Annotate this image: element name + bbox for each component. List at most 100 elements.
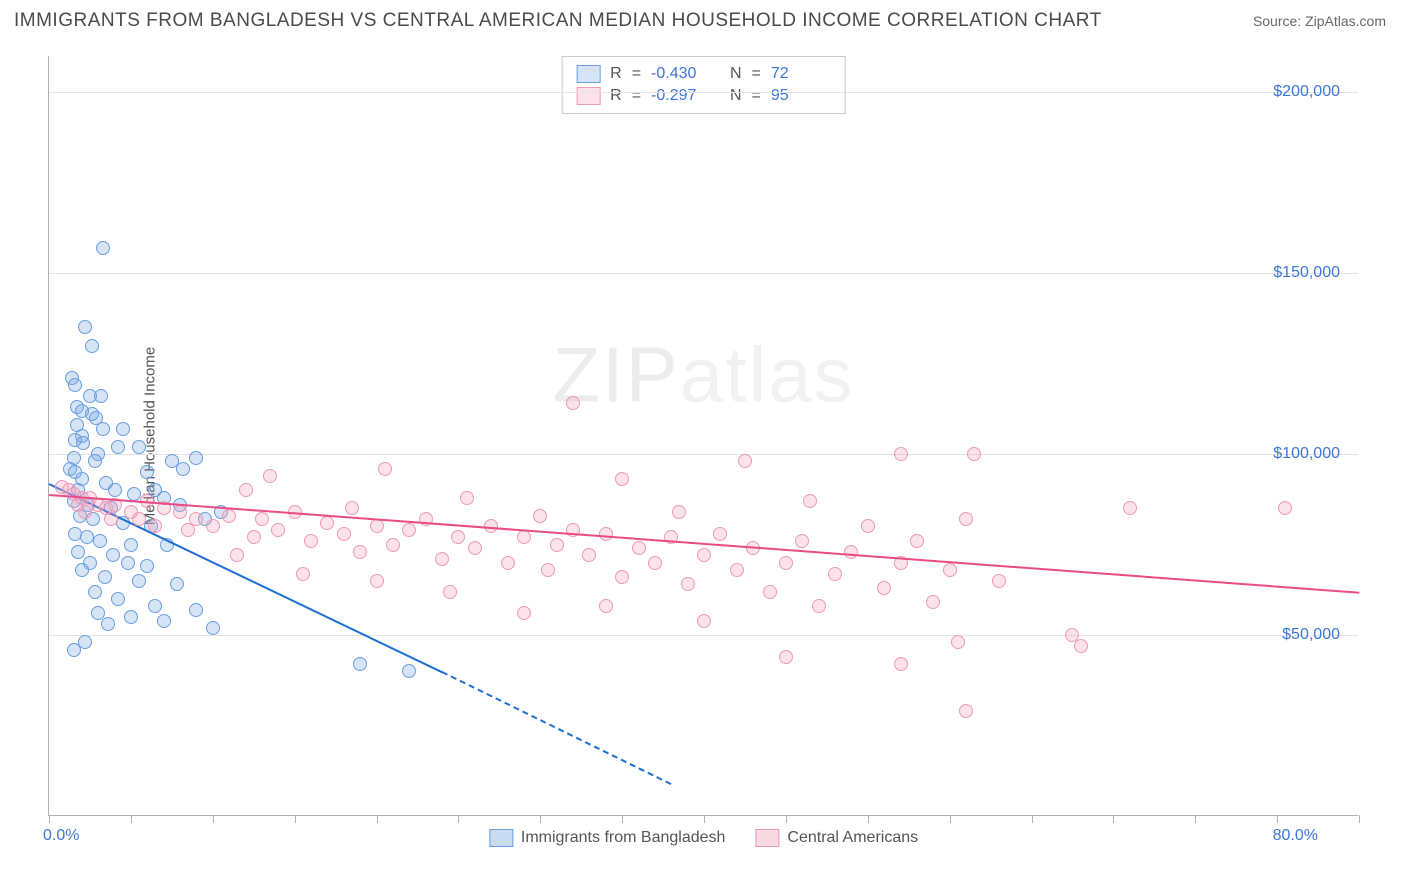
scatter-chart: Median Household Income ZIPatlas R=-0.43… xyxy=(48,56,1358,816)
data-point xyxy=(255,512,269,526)
stats-legend-row: R=-0.430 N=72 xyxy=(576,63,831,85)
x-tick xyxy=(377,815,378,823)
data-point xyxy=(959,704,973,718)
data-point xyxy=(206,519,220,533)
data-point xyxy=(967,447,981,461)
legend-swatch xyxy=(576,65,600,83)
data-point xyxy=(296,567,310,581)
x-tick xyxy=(1195,815,1196,823)
equals-sign: = xyxy=(752,87,761,105)
x-tick xyxy=(1113,815,1114,823)
data-point xyxy=(803,494,817,508)
data-point xyxy=(98,570,112,584)
data-point xyxy=(713,527,727,541)
data-point xyxy=(111,440,125,454)
stats-legend-row: R=-0.297 N=95 xyxy=(576,85,831,107)
data-point xyxy=(148,599,162,613)
stat-n-label: N xyxy=(721,65,741,83)
data-point xyxy=(106,548,120,562)
data-point xyxy=(170,577,184,591)
data-point xyxy=(730,563,744,577)
data-point xyxy=(517,606,531,620)
equals-sign: = xyxy=(632,87,641,105)
data-point xyxy=(779,556,793,570)
data-point xyxy=(345,501,359,515)
x-tick xyxy=(49,815,50,823)
data-point xyxy=(533,509,547,523)
data-point xyxy=(738,454,752,468)
data-point xyxy=(861,519,875,533)
data-point xyxy=(67,643,81,657)
data-point xyxy=(501,556,515,570)
data-point xyxy=(263,469,277,483)
data-point xyxy=(910,534,924,548)
data-point xyxy=(386,538,400,552)
data-point xyxy=(451,530,465,544)
header: IMMIGRANTS FROM BANGLADESH VS CENTRAL AM… xyxy=(0,0,1406,40)
data-point xyxy=(353,657,367,671)
data-point xyxy=(370,574,384,588)
data-point xyxy=(1278,501,1292,515)
data-point xyxy=(132,574,146,588)
legend-swatch xyxy=(489,829,513,847)
y-tick-label: $200,000 xyxy=(1273,83,1340,101)
stat-n-value: 95 xyxy=(771,87,831,105)
data-point xyxy=(378,462,392,476)
gridline xyxy=(49,92,1358,93)
data-point xyxy=(877,581,891,595)
data-point xyxy=(101,617,115,631)
data-point xyxy=(599,599,613,613)
x-tick xyxy=(786,815,787,823)
data-point xyxy=(247,530,261,544)
data-point xyxy=(75,563,89,577)
data-point xyxy=(844,545,858,559)
data-point xyxy=(566,396,580,410)
gridline xyxy=(49,635,1358,636)
data-point xyxy=(779,650,793,664)
data-point xyxy=(599,527,613,541)
data-point xyxy=(959,512,973,526)
data-point xyxy=(173,505,187,519)
data-point xyxy=(124,610,138,624)
x-tick xyxy=(458,815,459,823)
data-point xyxy=(206,621,220,635)
data-point xyxy=(681,577,695,591)
data-point xyxy=(402,523,416,537)
data-point xyxy=(541,563,555,577)
data-point xyxy=(88,585,102,599)
legend-item: Central Americans xyxy=(755,829,918,847)
data-point xyxy=(80,530,94,544)
x-tick xyxy=(950,815,951,823)
data-point xyxy=(697,548,711,562)
x-tick xyxy=(1277,815,1278,823)
data-point xyxy=(615,472,629,486)
series-legend: Immigrants from BangladeshCentral Americ… xyxy=(489,829,918,847)
data-point xyxy=(140,559,154,573)
data-point xyxy=(304,534,318,548)
trend-line xyxy=(442,671,672,785)
data-point xyxy=(370,519,384,533)
data-point xyxy=(76,436,90,450)
data-point xyxy=(104,512,118,526)
data-point xyxy=(108,483,122,497)
stat-n-label: N xyxy=(721,87,741,105)
data-point xyxy=(795,534,809,548)
data-point xyxy=(148,519,162,533)
x-tick xyxy=(868,815,869,823)
data-point xyxy=(894,447,908,461)
data-point xyxy=(124,538,138,552)
x-tick xyxy=(1359,815,1360,823)
chart-title: IMMIGRANTS FROM BANGLADESH VS CENTRAL AM… xyxy=(14,10,1102,32)
x-tick xyxy=(213,815,214,823)
x-tick xyxy=(704,815,705,823)
x-axis-max-label: 80.0% xyxy=(1273,827,1318,845)
data-point xyxy=(443,585,457,599)
data-point xyxy=(93,534,107,548)
data-point xyxy=(78,320,92,334)
data-point xyxy=(763,585,777,599)
data-point xyxy=(116,422,130,436)
data-point xyxy=(582,548,596,562)
data-point xyxy=(271,523,285,537)
x-tick xyxy=(622,815,623,823)
source-attribution: Source: ZipAtlas.com xyxy=(1253,13,1386,29)
